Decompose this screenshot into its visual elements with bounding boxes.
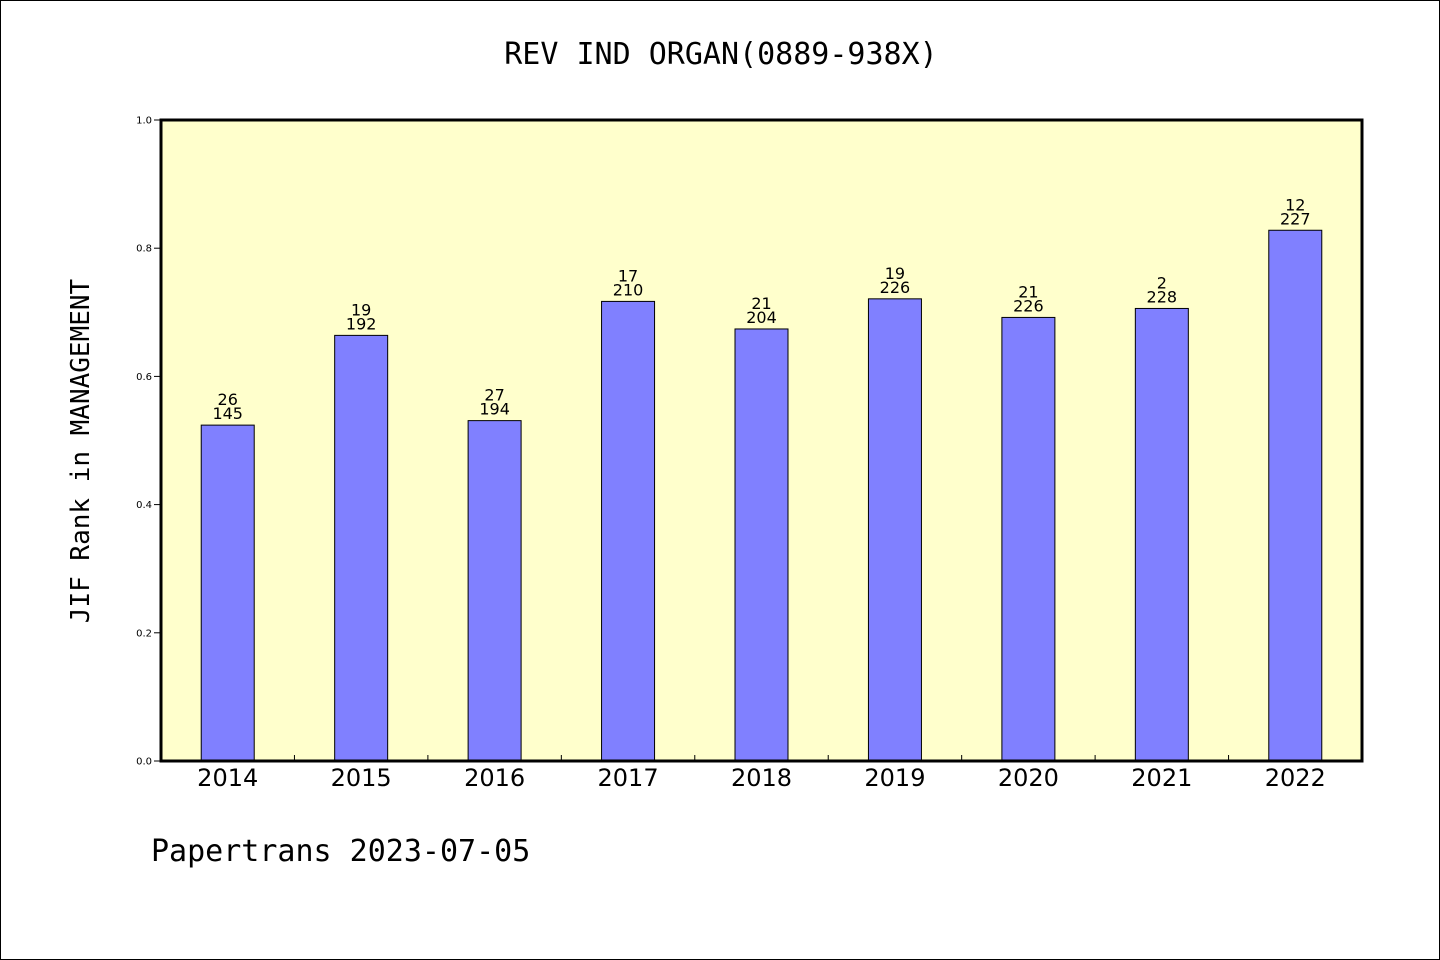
x-tick-label: 2022 bbox=[1265, 764, 1326, 792]
bar-total-label: 192 bbox=[346, 314, 377, 333]
bar-rank-label: 12 bbox=[1285, 195, 1305, 214]
bar-2018 bbox=[734, 328, 789, 762]
y-tick-label: 1.0 bbox=[136, 116, 152, 127]
bar-2015 bbox=[334, 334, 389, 762]
bar-total-label: 204 bbox=[746, 308, 777, 327]
bar-total-label: 228 bbox=[1147, 287, 1178, 306]
bar-total-label: 226 bbox=[1013, 296, 1044, 315]
bar-total-label: 210 bbox=[613, 280, 644, 299]
plot-border bbox=[159, 118, 1364, 763]
bar-rank-label: 21 bbox=[1018, 282, 1038, 301]
bar-total-label: 194 bbox=[479, 400, 510, 419]
x-tick-label: 2021 bbox=[1131, 764, 1192, 792]
bar-total-label: 226 bbox=[880, 278, 911, 297]
footer-credit: Papertrans 2023-07-05 bbox=[151, 834, 531, 869]
bar-total-label: 227 bbox=[1280, 209, 1311, 228]
bar-2016 bbox=[467, 420, 522, 762]
bar-rank-label: 19 bbox=[885, 264, 905, 283]
x-tick-label: 2018 bbox=[731, 764, 792, 792]
bar-2019 bbox=[867, 298, 922, 762]
chart-title: REV IND ORGAN(0889-938X) bbox=[504, 37, 938, 72]
bar-2022 bbox=[1268, 229, 1323, 762]
bar-2017 bbox=[601, 300, 656, 762]
y-tick-label: 0.2 bbox=[136, 628, 152, 639]
x-tick-label: 2020 bbox=[998, 764, 1059, 792]
x-tick-label: 2015 bbox=[331, 764, 392, 792]
bar-rank-label: 2 bbox=[1157, 273, 1167, 292]
bar-rank-label: 21 bbox=[751, 294, 771, 313]
bar-2021 bbox=[1134, 307, 1189, 762]
y-tick-label: 0.8 bbox=[136, 244, 152, 255]
x-tick-label: 2014 bbox=[197, 764, 258, 792]
bar-rank-label: 17 bbox=[618, 266, 638, 285]
x-tick-label: 2017 bbox=[598, 764, 659, 792]
bar-rank-label: 19 bbox=[351, 300, 371, 319]
y-tick-label: 0.6 bbox=[136, 372, 152, 383]
x-tick-label: 2016 bbox=[464, 764, 525, 792]
y-tick-label: 0.4 bbox=[136, 500, 152, 511]
bar-rank-label: 26 bbox=[218, 390, 238, 409]
bar-2014 bbox=[200, 424, 255, 762]
x-tick-label: 2019 bbox=[864, 764, 925, 792]
y-tick-label: 0.0 bbox=[136, 757, 152, 768]
bar-total-label: 145 bbox=[212, 404, 243, 423]
bar-2020 bbox=[1001, 316, 1056, 762]
bar-rank-label: 27 bbox=[484, 386, 504, 405]
